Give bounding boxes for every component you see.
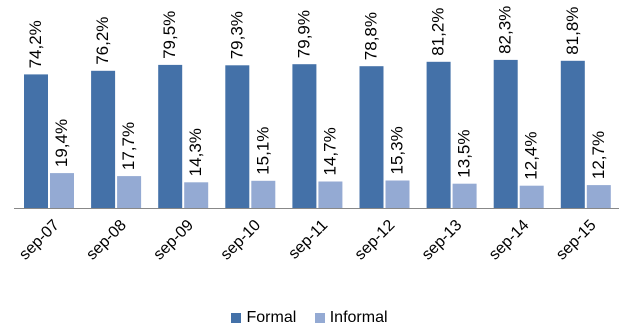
bar-formal-sep-14 bbox=[493, 59, 518, 209]
x-tick-label-sep-14: sep-14 bbox=[486, 217, 533, 264]
bar-formal-sep-10 bbox=[225, 65, 250, 208]
value-label-formal-sep-13: 81,2% bbox=[429, 8, 448, 56]
bar-informal-sep-13 bbox=[452, 183, 477, 208]
x-tick-label-sep-09: sep-09 bbox=[150, 217, 197, 264]
legend-swatch-formal bbox=[231, 313, 242, 323]
value-label-informal-sep-07: 19,4% bbox=[52, 119, 71, 167]
value-label-informal-sep-09: 14,3% bbox=[186, 128, 205, 176]
x-tick-label-sep-08: sep-08 bbox=[83, 217, 130, 264]
value-label-informal-sep-14: 12,4% bbox=[522, 131, 541, 179]
legend-label-formal: Formal bbox=[246, 309, 297, 326]
bar-formal-sep-12 bbox=[359, 66, 384, 208]
bar-formal-sep-09 bbox=[158, 64, 183, 209]
bar-formal-sep-13 bbox=[426, 61, 451, 208]
x-tick-label-sep-13: sep-13 bbox=[419, 217, 466, 264]
value-label-formal-sep-12: 78,8% bbox=[362, 12, 381, 60]
bar-informal-sep-15 bbox=[586, 185, 611, 208]
value-label-formal-sep-09: 79,5% bbox=[160, 11, 179, 59]
value-label-formal-sep-07: 74,2% bbox=[26, 20, 45, 68]
bar-formal-sep-15 bbox=[560, 60, 585, 208]
bars-layer bbox=[24, 59, 611, 209]
bar-informal-sep-11 bbox=[318, 181, 343, 208]
value-label-formal-sep-08: 76,2% bbox=[93, 17, 112, 65]
x-tick-label-sep-10: sep-10 bbox=[218, 217, 265, 264]
legend-item-formal: Formal bbox=[231, 309, 296, 327]
x-tick-label-sep-11: sep-11 bbox=[285, 217, 331, 263]
value-label-informal-sep-10: 15,1% bbox=[253, 127, 272, 175]
value-label-formal-sep-10: 79,3% bbox=[227, 11, 246, 59]
value-label-informal-sep-13: 13,5% bbox=[455, 129, 474, 177]
x-tick-label-sep-07: sep-07 bbox=[16, 217, 63, 264]
bar-informal-sep-08 bbox=[117, 176, 142, 208]
value-label-informal-sep-11: 14,7% bbox=[320, 127, 339, 175]
x-tick-labels-layer: sep-07 sep-08 sep-09 sep-10 sep-11 sep-12 sep-… bbox=[16, 217, 599, 264]
bar-informal-sep-10 bbox=[251, 180, 276, 208]
value-label-formal-sep-11: 79,9% bbox=[294, 10, 313, 58]
value-labels-layer: 74,2% 19,4% 76,2% 17,7% 79,5% 14,3% 79,3% 15,1%… bbox=[26, 6, 608, 180]
bar-formal-sep-08 bbox=[91, 70, 116, 208]
value-label-informal-sep-15: 12,7% bbox=[589, 131, 608, 179]
legend-item-informal: Informal bbox=[314, 309, 388, 327]
value-label-informal-sep-12: 15,3% bbox=[388, 126, 407, 174]
x-tick-label-sep-15: sep-15 bbox=[553, 217, 600, 264]
x-tick-label-sep-12: sep-12 bbox=[352, 217, 399, 264]
legend-swatch-informal bbox=[314, 313, 325, 323]
value-label-formal-sep-15: 81,8% bbox=[563, 7, 582, 55]
legend-label-informal: Informal bbox=[329, 309, 388, 326]
bar-formal-sep-07 bbox=[24, 74, 48, 209]
bar-formal-sep-11 bbox=[292, 64, 317, 208]
bar-chart: 74,2% 19,4% 76,2% 17,7% 79,5% 14,3% 79,3% 15,1%… bbox=[14, 6, 619, 264]
value-label-informal-sep-08: 17,7% bbox=[119, 122, 138, 170]
bar-informal-sep-14 bbox=[519, 185, 544, 208]
bar-informal-sep-09 bbox=[184, 182, 209, 208]
value-label-formal-sep-14: 82,3% bbox=[496, 6, 515, 54]
bar-informal-sep-12 bbox=[385, 180, 410, 208]
bar-informal-sep-07 bbox=[50, 173, 74, 208]
legend: Formal Informal bbox=[0, 309, 619, 328]
